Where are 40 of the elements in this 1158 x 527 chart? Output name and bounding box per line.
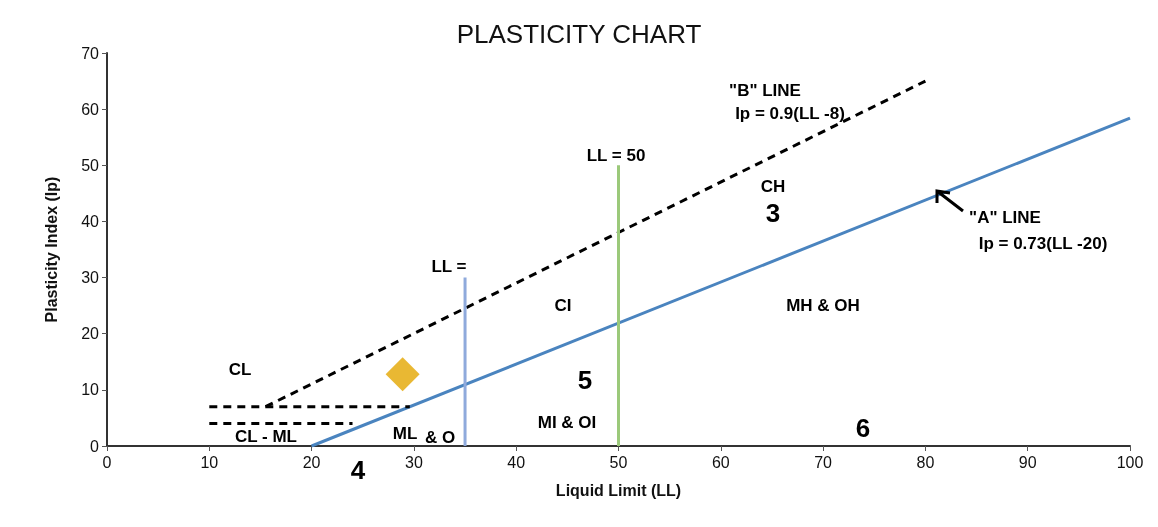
x-tick-label: 20	[302, 453, 321, 471]
x-tick-label: 80	[916, 453, 935, 471]
x-tick-label: 40	[507, 453, 526, 471]
y-axis-title: Plasticity Index (Ip)	[42, 176, 60, 323]
annotation: "B" LINE	[729, 80, 801, 100]
annotation: CL	[228, 359, 252, 379]
x-tick-label: 50	[609, 453, 628, 471]
y-tick-label: 30	[81, 269, 100, 287]
annotation: 5	[577, 365, 593, 395]
y-tick-label: 10	[81, 381, 100, 399]
annotation: 3	[765, 198, 781, 228]
annotation: MI & OI	[537, 412, 597, 432]
x-tick-label: 90	[1018, 453, 1037, 471]
annotation: Ip = 0.73(LL -20)	[978, 233, 1108, 253]
annotation: CL - ML	[234, 426, 298, 446]
x-tick-label: 0	[102, 453, 112, 471]
x-tick-label: 10	[200, 453, 219, 471]
x-tick-label: 30	[405, 453, 423, 471]
y-tick-label: 60	[81, 100, 100, 118]
annotation: "A" LINE	[969, 207, 1041, 227]
x-tick-label: 100	[1116, 453, 1144, 471]
annotation: CH	[760, 176, 786, 196]
x-tick-label: 70	[814, 453, 833, 471]
y-tick-label: 20	[81, 325, 100, 343]
annotation: MH & OH	[786, 295, 860, 315]
annotation: & O	[424, 427, 456, 447]
y-tick-label: 50	[81, 156, 100, 174]
y-tick-label: 0	[90, 437, 100, 455]
chart-title: PLASTICITY CHART	[456, 19, 702, 49]
annotation: CI	[554, 295, 572, 315]
y-tick-label: 70	[81, 44, 100, 62]
annotation: LL = 50	[586, 145, 646, 165]
x-axis-title: Liquid Limit (LL)	[555, 481, 682, 499]
x-tick-label: 60	[711, 453, 730, 471]
annotation: LL =	[431, 256, 467, 276]
text: 4	[350, 455, 366, 485]
annotation: 6	[855, 413, 871, 443]
annotation: ML	[392, 423, 418, 443]
y-tick-label: 40	[81, 212, 100, 230]
annotation: Ip = 0.9(LL -8)	[735, 103, 845, 123]
